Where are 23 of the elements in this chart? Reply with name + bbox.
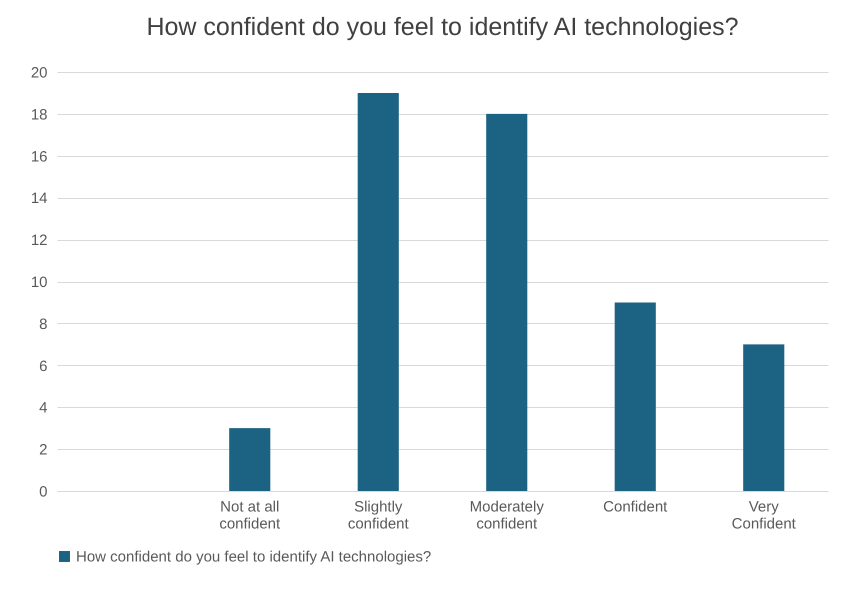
x-tick-label: Confident	[603, 498, 668, 516]
y-tick-label: 14	[30, 190, 48, 208]
y-tick-label: 6	[39, 358, 48, 375]
x-tick-label: Very Confident	[732, 498, 797, 532]
x-tick-label: Not at all confident	[219, 498, 282, 532]
x-tick-label: Moderately confident	[470, 498, 544, 532]
y-tick-label: 10	[30, 274, 48, 291]
bar	[614, 302, 656, 491]
bar	[743, 344, 784, 491]
y-tick-label: 18	[30, 106, 48, 124]
bar	[358, 92, 399, 491]
chart-title: How confident do you feel to identify AI technologies?	[146, 13, 739, 41]
y-tick-label: 4	[39, 400, 48, 417]
y-tick-label: 20	[30, 64, 48, 82]
bar	[486, 114, 528, 491]
y-tick-label: 12	[30, 232, 48, 250]
x-tick-label: Slightly confident	[348, 498, 410, 532]
y-tick-label: 0	[39, 484, 48, 500]
y-tick-label: 16	[30, 148, 48, 166]
y-tick-label: 2	[39, 442, 48, 459]
bar	[229, 428, 270, 491]
legend-label: How confident do you feel to identify AI technologies?	[76, 548, 432, 566]
y-tick-label: 8	[39, 316, 48, 333]
